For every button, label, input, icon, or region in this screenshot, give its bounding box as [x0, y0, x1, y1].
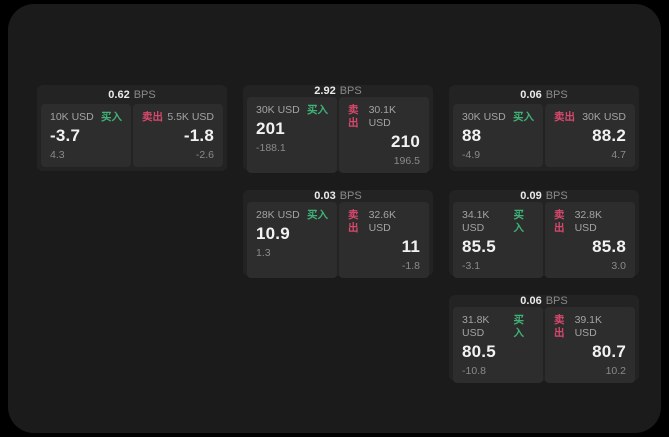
sell-amount: 32.6K USD: [368, 209, 397, 234]
quote-card: 0.62 BPS 10K USD 买入 -3.7 4.3 卖出: [37, 85, 227, 171]
buy-amount: 30K USD: [462, 111, 506, 123]
buy-amount: 10K USD: [50, 111, 94, 123]
sell-delta: 4.7: [611, 149, 626, 161]
quote-card-body: 31.8K USD 买入 80.5 -10.8 卖出 39.1K USD 80.…: [449, 307, 639, 387]
bps-unit-label: BPS: [545, 88, 568, 101]
bps-header: 0.03 BPS: [243, 190, 433, 202]
buy-delta: -4.9: [462, 149, 481, 161]
bps-header: 0.62 BPS: [37, 85, 227, 104]
sell-side-label: 卖出: [142, 111, 163, 123]
sell-price: 11: [401, 237, 420, 256]
bps-unit-label: BPS: [133, 88, 156, 101]
sell-side-label: 卖出: [554, 111, 575, 123]
sell-amount: 32.8K USD: [574, 209, 603, 234]
sell-side-label: 卖出: [348, 209, 359, 234]
bps-value: 0.06: [520, 295, 542, 307]
quote-card-body: 10K USD 买入 -3.7 4.3 卖出 5.5K USD -1.8 -2.…: [37, 104, 227, 171]
sell-side-label: 卖出: [554, 314, 565, 339]
quote-card-body: 30K USD 买入 88 -4.9 卖出 30K USD 88.2 4.7: [449, 104, 639, 171]
bps-value: 0.03: [314, 190, 336, 202]
quote-card: 0.03 BPS 28K USD 买入 10.9 1.3 卖出: [243, 190, 433, 278]
buy-delta: 1.3: [256, 247, 271, 259]
quote-card: 0.06 BPS 30K USD 买入 88 -4.9 卖出: [449, 85, 639, 171]
quote-card-body: 34.1K USD 买入 85.5 -3.1 卖出 32.8K USD 85.8…: [449, 202, 639, 282]
buy-side-label: 买入: [513, 314, 524, 339]
sell-amount: 39.1K USD: [574, 314, 603, 339]
sell-amount: 30.1K USD: [368, 104, 397, 129]
bps-unit-label: BPS: [339, 190, 362, 202]
bps-value: 0.62: [108, 88, 130, 101]
buy-side-label: 买入: [513, 209, 524, 234]
buy-amount: 30K USD: [256, 104, 300, 116]
buy-delta: -10.8: [462, 365, 486, 377]
sell-delta: 196.5: [393, 155, 420, 167]
sell-quote-panel[interactable]: 卖出 30K USD 88.2 4.7: [545, 104, 635, 167]
buy-side-label: 买入: [513, 111, 534, 123]
buy-side-label: 买入: [101, 111, 122, 123]
quote-card-body: 28K USD 买入 10.9 1.3 卖出 32.6K USD 11 -1.8: [243, 202, 433, 282]
sell-price: -1.8: [183, 126, 214, 145]
buy-quote-panel[interactable]: 34.1K USD 买入 85.5 -3.1: [453, 202, 543, 278]
sell-price: 210: [391, 132, 420, 151]
buy-quote-panel[interactable]: 30K USD 买入 88 -4.9: [453, 104, 543, 167]
buy-price: 85.5: [462, 237, 496, 256]
quote-cards-grid: 0.62 BPS 10K USD 买入 -3.7 4.3 卖出: [37, 85, 639, 383]
sell-amount: 5.5K USD: [167, 111, 214, 123]
buy-price: -3.7: [50, 126, 81, 145]
bps-value: 0.09: [520, 190, 542, 202]
sell-quote-panel[interactable]: 卖出 32.6K USD 11 -1.8: [339, 202, 429, 278]
sell-delta: -2.6: [195, 149, 214, 161]
sell-delta: 10.2: [605, 365, 626, 377]
buy-amount: 28K USD: [256, 209, 300, 221]
bps-value: 2.92: [314, 85, 336, 97]
buy-side-label: 买入: [307, 209, 328, 221]
bps-header: 0.09 BPS: [449, 190, 639, 202]
buy-price: 80.5: [462, 342, 496, 361]
bps-unit-label: BPS: [339, 85, 362, 97]
buy-amount: 31.8K USD: [462, 314, 490, 339]
buy-side-label: 买入: [307, 104, 328, 116]
sell-side-label: 卖出: [554, 209, 565, 234]
sell-price: 85.8: [592, 237, 626, 256]
bps-value: 0.06: [520, 88, 542, 101]
buy-quote-panel[interactable]: 31.8K USD 买入 80.5 -10.8: [453, 307, 543, 383]
buy-quote-panel[interactable]: 28K USD 买入 10.9 1.3: [247, 202, 337, 278]
buy-delta: -3.1: [462, 260, 481, 272]
bps-header: 0.06 BPS: [449, 295, 639, 307]
buy-delta: -188.1: [256, 142, 286, 154]
quote-card: 0.09 BPS 34.1K USD 买入 85.5 -3.1 卖出: [449, 190, 639, 278]
sell-amount: 30K USD: [582, 111, 626, 123]
quote-card: 0.06 BPS 31.8K USD 买入 80.5 -10.8 卖: [449, 295, 639, 383]
quote-card-body: 30K USD 买入 201 -188.1 卖出 30.1K USD 210 1…: [243, 97, 433, 177]
buy-delta: 4.3: [50, 149, 65, 161]
sell-quote-panel[interactable]: 卖出 5.5K USD -1.8 -2.6: [133, 104, 223, 167]
sell-delta: 3.0: [611, 260, 626, 272]
buy-quote-panel[interactable]: 30K USD 买入 201 -188.1: [247, 97, 337, 173]
quote-card: 2.92 BPS 30K USD 买入 201 -188.1 卖出: [243, 85, 433, 173]
sell-price: 88.2: [592, 126, 626, 145]
bps-unit-label: BPS: [545, 295, 568, 307]
sell-side-label: 卖出: [348, 104, 359, 129]
buy-price: 88: [462, 126, 482, 145]
buy-amount: 34.1K USD: [462, 209, 490, 234]
main-panel: 0.62 BPS 10K USD 买入 -3.7 4.3 卖出: [8, 4, 661, 433]
buy-price: 201: [256, 119, 285, 138]
bps-unit-label: BPS: [545, 190, 568, 202]
sell-price: 80.7: [592, 342, 626, 361]
sell-delta: -1.8: [401, 260, 420, 272]
sell-quote-panel[interactable]: 卖出 32.8K USD 85.8 3.0: [545, 202, 635, 278]
bps-header: 0.06 BPS: [449, 85, 639, 104]
bps-header: 2.92 BPS: [243, 85, 433, 97]
sell-quote-panel[interactable]: 卖出 30.1K USD 210 196.5: [339, 97, 429, 173]
buy-price: 10.9: [256, 224, 290, 243]
sell-quote-panel[interactable]: 卖出 39.1K USD 80.7 10.2: [545, 307, 635, 383]
buy-quote-panel[interactable]: 10K USD 买入 -3.7 4.3: [41, 104, 131, 167]
